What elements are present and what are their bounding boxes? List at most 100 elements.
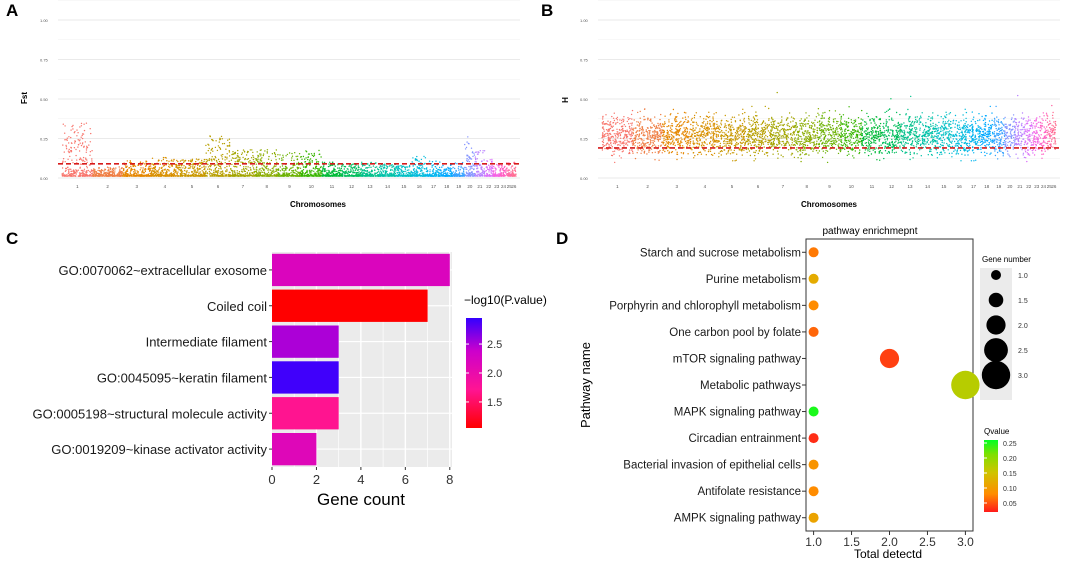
chart-b-point [655, 134, 656, 135]
chart-a-point [140, 162, 141, 163]
chart-b-point [642, 126, 643, 127]
chart-a-point [471, 171, 472, 172]
chart-b-point [624, 124, 625, 125]
chart-a-point [239, 157, 240, 158]
chart-b-point [678, 132, 679, 133]
chart-b-point [638, 122, 639, 123]
chart-a-point [66, 148, 67, 149]
chart-b-point [672, 125, 673, 126]
chart-a-point [197, 172, 198, 173]
chart-b-point [619, 132, 620, 133]
chart-a-point [221, 162, 222, 163]
chart-a-point [286, 167, 287, 168]
chart-a-point [460, 166, 461, 167]
chart-a-point [194, 171, 195, 172]
chart-b-point [623, 145, 624, 146]
chart-a-point [437, 174, 438, 175]
chart-b-point [690, 143, 691, 144]
chart-a-point [306, 166, 307, 167]
chart-a-point [450, 169, 451, 170]
chart-a-point [294, 172, 295, 173]
chart-a-point [209, 148, 210, 149]
chart-b-point [687, 128, 688, 129]
chart-a-point [345, 166, 346, 167]
chart-b-point [688, 116, 689, 117]
chart-a-point [68, 142, 69, 143]
chart-a-point [466, 169, 467, 170]
chart-a-point [352, 164, 353, 165]
chart-a-point [154, 167, 155, 168]
chart-a-xtick-label: 19 [456, 184, 462, 189]
chart-a-point [260, 168, 261, 169]
chart-a-point [344, 168, 345, 169]
chart-a-point [336, 174, 337, 175]
chart-b-point [656, 125, 657, 126]
chart-a-point [279, 158, 280, 159]
chart-a-point [195, 172, 196, 173]
chart-b-point [637, 143, 638, 144]
chart-a-point [207, 144, 208, 145]
chart-a-point [450, 168, 451, 169]
chart-a-point [63, 124, 64, 125]
chart-a-point [239, 173, 240, 174]
chart-a-point [64, 139, 65, 140]
chart-a-point [70, 171, 71, 172]
chart-b-point [685, 112, 686, 113]
chart-a-point [315, 159, 316, 160]
chart-a-point [306, 151, 307, 152]
chart-b-point [629, 118, 630, 119]
chart-b-point [602, 126, 603, 127]
chart-b-point [647, 128, 648, 129]
chart-a-point [389, 175, 390, 176]
chart-b-point [632, 140, 633, 141]
chart-a-point [504, 166, 505, 167]
chart-a-point [133, 174, 134, 175]
chart-a-point [384, 165, 385, 166]
chart-b-point [677, 140, 678, 141]
chart-a-point [383, 171, 384, 172]
chart-a-point [173, 159, 174, 160]
chart-a-point [295, 170, 296, 171]
chart-a-point [453, 175, 454, 176]
chart-a-point [254, 162, 255, 163]
chart-a-point [445, 172, 446, 173]
chart-a-point [506, 167, 507, 168]
chart-a-point [102, 170, 103, 171]
chart-a-point [383, 167, 384, 168]
chart-b-point [694, 155, 695, 156]
chart-a-point [86, 175, 87, 176]
chart-a-point [429, 173, 430, 174]
chart-a-point [306, 170, 307, 171]
chart-a-point [242, 171, 243, 172]
chart-a-point [194, 170, 195, 171]
chart-a-xtick-label: 21 [477, 184, 483, 189]
chart-b-point [639, 142, 640, 143]
chart-a-point [481, 172, 482, 173]
chart-a-point [316, 173, 317, 174]
chart-a-point [322, 173, 323, 174]
chart-b-point [655, 128, 656, 129]
chart-a-point [85, 172, 86, 173]
chart-b-point [686, 143, 687, 144]
chart-b-point [687, 131, 688, 132]
chart-a-point [212, 175, 213, 176]
chart-b-point [637, 152, 638, 153]
chart-a-point [506, 170, 507, 171]
chart-b-point [613, 154, 614, 155]
chart-b-point [664, 131, 665, 132]
chart-a-point [475, 165, 476, 166]
chart-a-point [418, 161, 419, 162]
chart-a-point [159, 167, 160, 168]
chart-a-point [229, 172, 230, 173]
chart-a-point [163, 157, 164, 158]
chart-a-point [347, 168, 348, 169]
chart-b-point [613, 143, 614, 144]
chart-a-point [85, 141, 86, 142]
chart-a-point [455, 170, 456, 171]
chart-b-point [650, 127, 651, 128]
chart-b-point [630, 123, 631, 124]
chart-a-point [282, 168, 283, 169]
chart-a-point [76, 159, 77, 160]
chart-a-point [90, 172, 91, 173]
chart-a-point [220, 166, 221, 167]
